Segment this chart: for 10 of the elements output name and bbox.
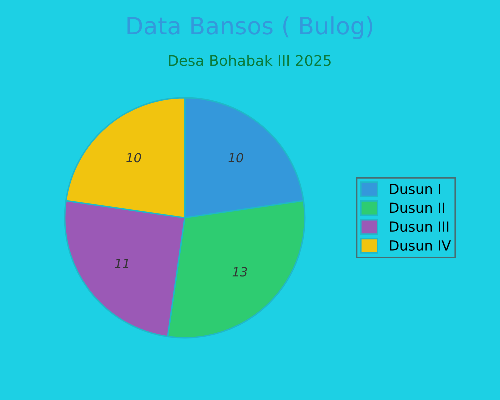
legend-label: Dusun IV [390, 240, 452, 251]
legend-label: Dusun III [390, 222, 449, 232]
data-label: 10 [228, 153, 244, 163]
legend-label: Dusun I [390, 184, 440, 194]
data-label: 11 [115, 259, 129, 268]
data-label: 10 [126, 153, 142, 163]
data-label: 13 [232, 267, 248, 277]
chart-subtitle: Desa Bohabak III 2025 [169, 54, 331, 66]
chart-title: Data Bansos ( Bulog) [128, 16, 373, 40]
legend-label: Dusun II [390, 202, 444, 214]
